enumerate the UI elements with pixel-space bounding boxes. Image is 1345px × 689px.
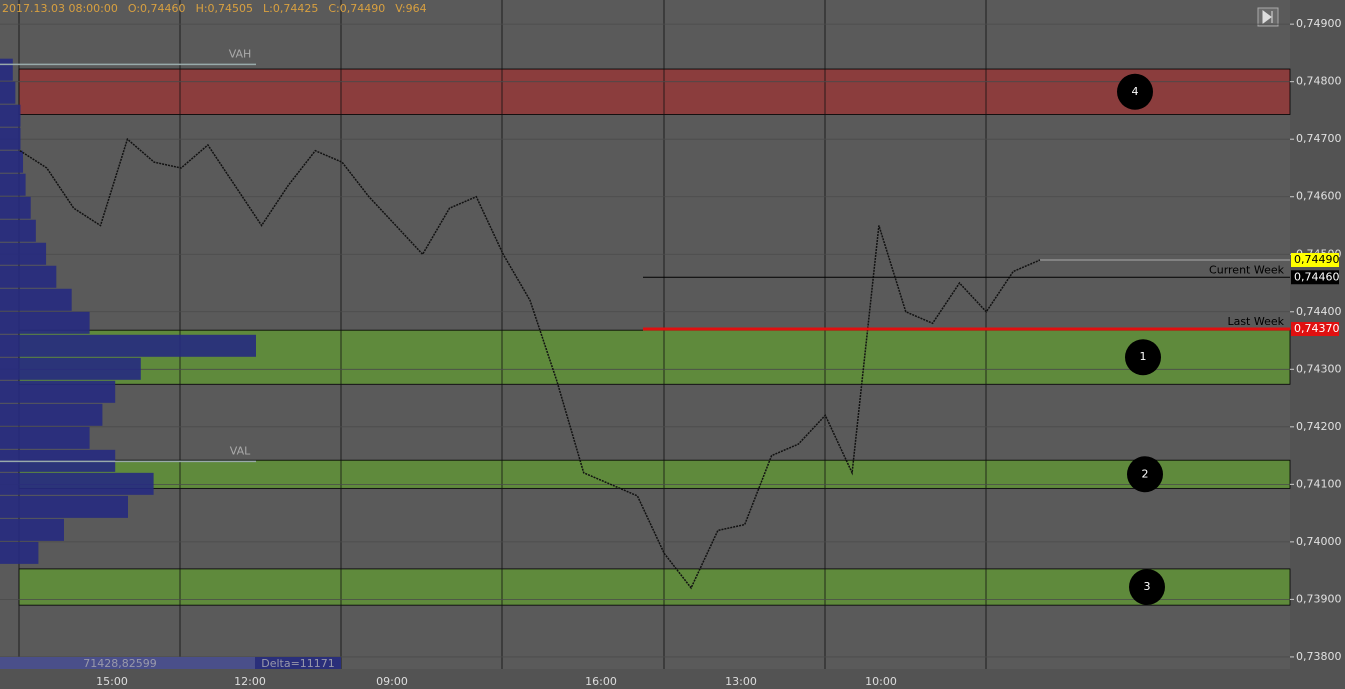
zone [18, 68, 1291, 115]
y-tick-label: 0,74000 [1296, 535, 1342, 548]
x-tick-label: 15:00 [96, 675, 128, 688]
value-area-label: VAL [230, 444, 251, 457]
y-tick-label: 0,73800 [1296, 650, 1342, 663]
zone-number: 4 [1132, 85, 1139, 98]
footer-text: Delta=11171 [261, 657, 335, 670]
footer-box [255, 657, 341, 669]
profile-bar [0, 58, 13, 81]
profile-bar [0, 495, 128, 518]
scroll-icon [1262, 10, 1273, 24]
header-text: O:0,74460 [128, 2, 186, 15]
price-line [19, 137, 1041, 590]
level-tag [1291, 270, 1339, 285]
last-price-label: 0,74490 [1294, 253, 1340, 266]
header-text: 2017.13.03 08:00:00 [2, 2, 118, 15]
footer-text: 71428,82599 [83, 657, 156, 670]
footer-box [0, 657, 255, 669]
y-tick-label: 0,74200 [1296, 420, 1342, 433]
profile-bar [0, 127, 21, 150]
profile-bar [0, 265, 57, 288]
time-axis [0, 669, 1290, 689]
zone-badge [1127, 456, 1163, 493]
y-tick-label: 0,74700 [1296, 132, 1342, 145]
zone-badge [1117, 73, 1153, 110]
x-tick-label: 10:00 [865, 675, 897, 688]
zone-badge [1129, 569, 1165, 606]
profile-bar [0, 541, 39, 564]
level-name: Last Week [1227, 315, 1284, 328]
y-tick-label: 0,74100 [1296, 477, 1342, 490]
level-tag [1291, 322, 1339, 337]
zone-badge [1125, 339, 1161, 376]
profile-bar [0, 288, 72, 311]
level-label: 0,74460 [1294, 270, 1340, 283]
y-tick-label: 0,74900 [1296, 17, 1342, 30]
profile-bar [0, 380, 116, 403]
header-text: H:0,74505 [196, 2, 253, 15]
zone-number: 2 [1142, 467, 1149, 480]
profile-bar [0, 518, 64, 541]
level-label: 0,74370 [1294, 322, 1340, 335]
profile-bar [0, 104, 21, 127]
x-tick-label: 09:00 [376, 675, 408, 688]
profile-bar [0, 472, 154, 495]
level-name: Current Week [1209, 263, 1285, 276]
y-tick-label: 0,74400 [1296, 305, 1342, 318]
header-text: V:964 [395, 2, 426, 15]
header-text: L:0,74425 [263, 2, 318, 15]
profile-bar [0, 173, 26, 196]
profile-bar [0, 219, 36, 242]
profile-bar [0, 242, 47, 265]
zone-number: 1 [1140, 350, 1147, 363]
y-tick-label: 0,74600 [1296, 190, 1342, 203]
y-tick-label: 0,74800 [1296, 75, 1342, 88]
header-text: C:0,74490 [328, 2, 385, 15]
x-tick-label: 12:00 [234, 675, 266, 688]
y-tick-label: 0,74300 [1296, 362, 1342, 375]
zone-number: 3 [1144, 580, 1151, 593]
profile-bar [0, 150, 24, 173]
profile-bar [0, 81, 16, 104]
profile-bar [0, 311, 90, 334]
profile-bar [0, 403, 103, 426]
price-axis [1290, 0, 1345, 689]
x-tick-label: 16:00 [585, 675, 617, 688]
x-tick-label: 13:00 [725, 675, 757, 688]
last-price-tag [1291, 253, 1339, 268]
profile-bar [0, 334, 256, 357]
profile-bar [0, 196, 31, 219]
zone [18, 459, 1291, 489]
profile-bar [0, 426, 90, 449]
profile-bar [0, 357, 141, 380]
value-area-label: VAH [229, 47, 252, 60]
y-tick-label: 0,73900 [1296, 592, 1342, 605]
